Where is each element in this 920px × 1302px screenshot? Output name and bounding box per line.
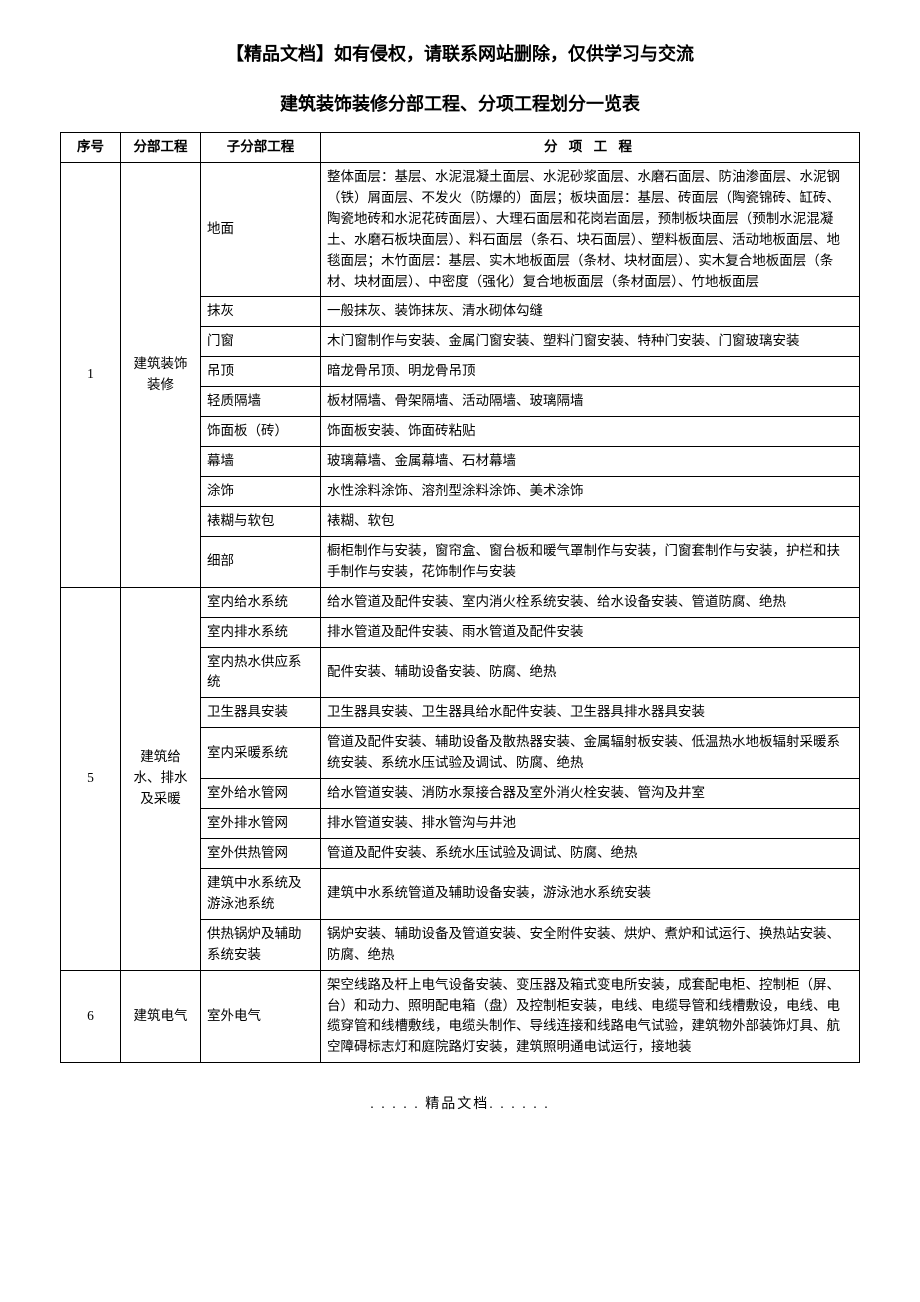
cell-item: 给水管道安装、消防水泵接合器及室外消火栓安装、管沟及井室 (321, 779, 860, 809)
cell-item: 木门窗制作与安装、金属门窗安装、塑料门窗安装、特种门安装、门窗玻璃安装 (321, 327, 860, 357)
cell-subdivision: 建筑中水系统及游泳池系统 (201, 868, 321, 919)
cell-item: 饰面板安装、饰面砖粘贴 (321, 417, 860, 447)
cell-subdivision: 室内排水系统 (201, 617, 321, 647)
cell-division: 建筑装饰装修 (121, 162, 201, 587)
cell-item: 玻璃幕墙、金属幕墙、石材幕墙 (321, 447, 860, 477)
cell-subdivision: 轻质隔墙 (201, 387, 321, 417)
cell-subdivision: 饰面板（砖） (201, 417, 321, 447)
footer-note: . . . . . 精品文档. . . . . . (60, 1093, 860, 1113)
cell-item: 板材隔墙、骨架隔墙、活动隔墙、玻璃隔墙 (321, 387, 860, 417)
table-row: 6建筑电气室外电气架空线路及杆上电气设备安装、变压器及箱式变电所安装，成套配电柜… (61, 970, 860, 1063)
cell-item: 橱柜制作与安装，窗帘盒、窗台板和暖气罩制作与安装，门窗套制作与安装，护栏和扶手制… (321, 536, 860, 587)
cell-item: 管道及配件安装、系统水压试验及调试、防腐、绝热 (321, 838, 860, 868)
header-note: 【精品文档】如有侵权，请联系网站删除，仅供学习与交流 (60, 40, 860, 66)
cell-item: 一般抹灰、装饰抹灰、清水砌体勾缝 (321, 297, 860, 327)
cell-item: 整体面层：基层、水泥混凝土面层、水泥砂浆面层、水磨石面层、防油渗面层、水泥钢（铁… (321, 162, 860, 297)
cell-item: 管道及配件安装、辅助设备及散热器安装、金属辐射板安装、低温热水地板辐射采暖系统安… (321, 728, 860, 779)
cell-subdivision: 门窗 (201, 327, 321, 357)
cell-subdivision: 卫生器具安装 (201, 698, 321, 728)
cell-item: 建筑中水系统管道及辅助设备安装，游泳池水系统安装 (321, 868, 860, 919)
cell-subdivision: 室外电气 (201, 970, 321, 1063)
cell-subdivision: 室内给水系统 (201, 587, 321, 617)
cell-item: 给水管道及配件安装、室内消火栓系统安装、给水设备安装、管道防腐、绝热 (321, 587, 860, 617)
cell-subdivision: 室外排水管网 (201, 809, 321, 839)
cell-subdivision: 涂饰 (201, 476, 321, 506)
cell-subdivision: 抹灰 (201, 297, 321, 327)
cell-idx: 6 (61, 970, 121, 1063)
col-item-header: 分 项 工 程 (321, 133, 860, 163)
cell-idx: 1 (61, 162, 121, 587)
division-table: 序号 分部工程 子分部工程 分 项 工 程 1建筑装饰装修地面整体面层：基层、水… (60, 132, 860, 1063)
cell-subdivision: 地面 (201, 162, 321, 297)
cell-item: 水性涂料涂饰、溶剂型涂料涂饰、美术涂饰 (321, 476, 860, 506)
cell-subdivision: 供热锅炉及辅助系统安装 (201, 919, 321, 970)
cell-subdivision: 细部 (201, 536, 321, 587)
cell-item: 排水管道及配件安装、雨水管道及配件安装 (321, 617, 860, 647)
cell-subdivision: 室内热水供应系统 (201, 647, 321, 698)
cell-idx: 5 (61, 587, 121, 970)
page-title: 建筑装饰装修分部工程、分项工程划分一览表 (60, 90, 860, 116)
cell-division: 建筑电气 (121, 970, 201, 1063)
col-subdivision-header: 子分部工程 (201, 133, 321, 163)
cell-item: 裱糊、软包 (321, 506, 860, 536)
cell-subdivision: 幕墙 (201, 447, 321, 477)
cell-subdivision: 室外给水管网 (201, 779, 321, 809)
cell-division: 建筑给水、排水及采暖 (121, 587, 201, 970)
cell-item: 架空线路及杆上电气设备安装、变压器及箱式变电所安装，成套配电柜、控制柜（屏、台）… (321, 970, 860, 1063)
cell-item: 暗龙骨吊顶、明龙骨吊顶 (321, 357, 860, 387)
table-header-row: 序号 分部工程 子分部工程 分 项 工 程 (61, 133, 860, 163)
cell-subdivision: 室内采暖系统 (201, 728, 321, 779)
table-row: 1建筑装饰装修地面整体面层：基层、水泥混凝土面层、水泥砂浆面层、水磨石面层、防油… (61, 162, 860, 297)
cell-subdivision: 裱糊与软包 (201, 506, 321, 536)
cell-item: 配件安装、辅助设备安装、防腐、绝热 (321, 647, 860, 698)
cell-item: 锅炉安装、辅助设备及管道安装、安全附件安装、烘炉、煮炉和试运行、换热站安装、防腐… (321, 919, 860, 970)
cell-subdivision: 室外供热管网 (201, 838, 321, 868)
col-idx-header: 序号 (61, 133, 121, 163)
table-row: 5建筑给水、排水及采暖室内给水系统给水管道及配件安装、室内消火栓系统安装、给水设… (61, 587, 860, 617)
cell-item: 卫生器具安装、卫生器具给水配件安装、卫生器具排水器具安装 (321, 698, 860, 728)
cell-item: 排水管道安装、排水管沟与井池 (321, 809, 860, 839)
col-division-header: 分部工程 (121, 133, 201, 163)
cell-subdivision: 吊顶 (201, 357, 321, 387)
